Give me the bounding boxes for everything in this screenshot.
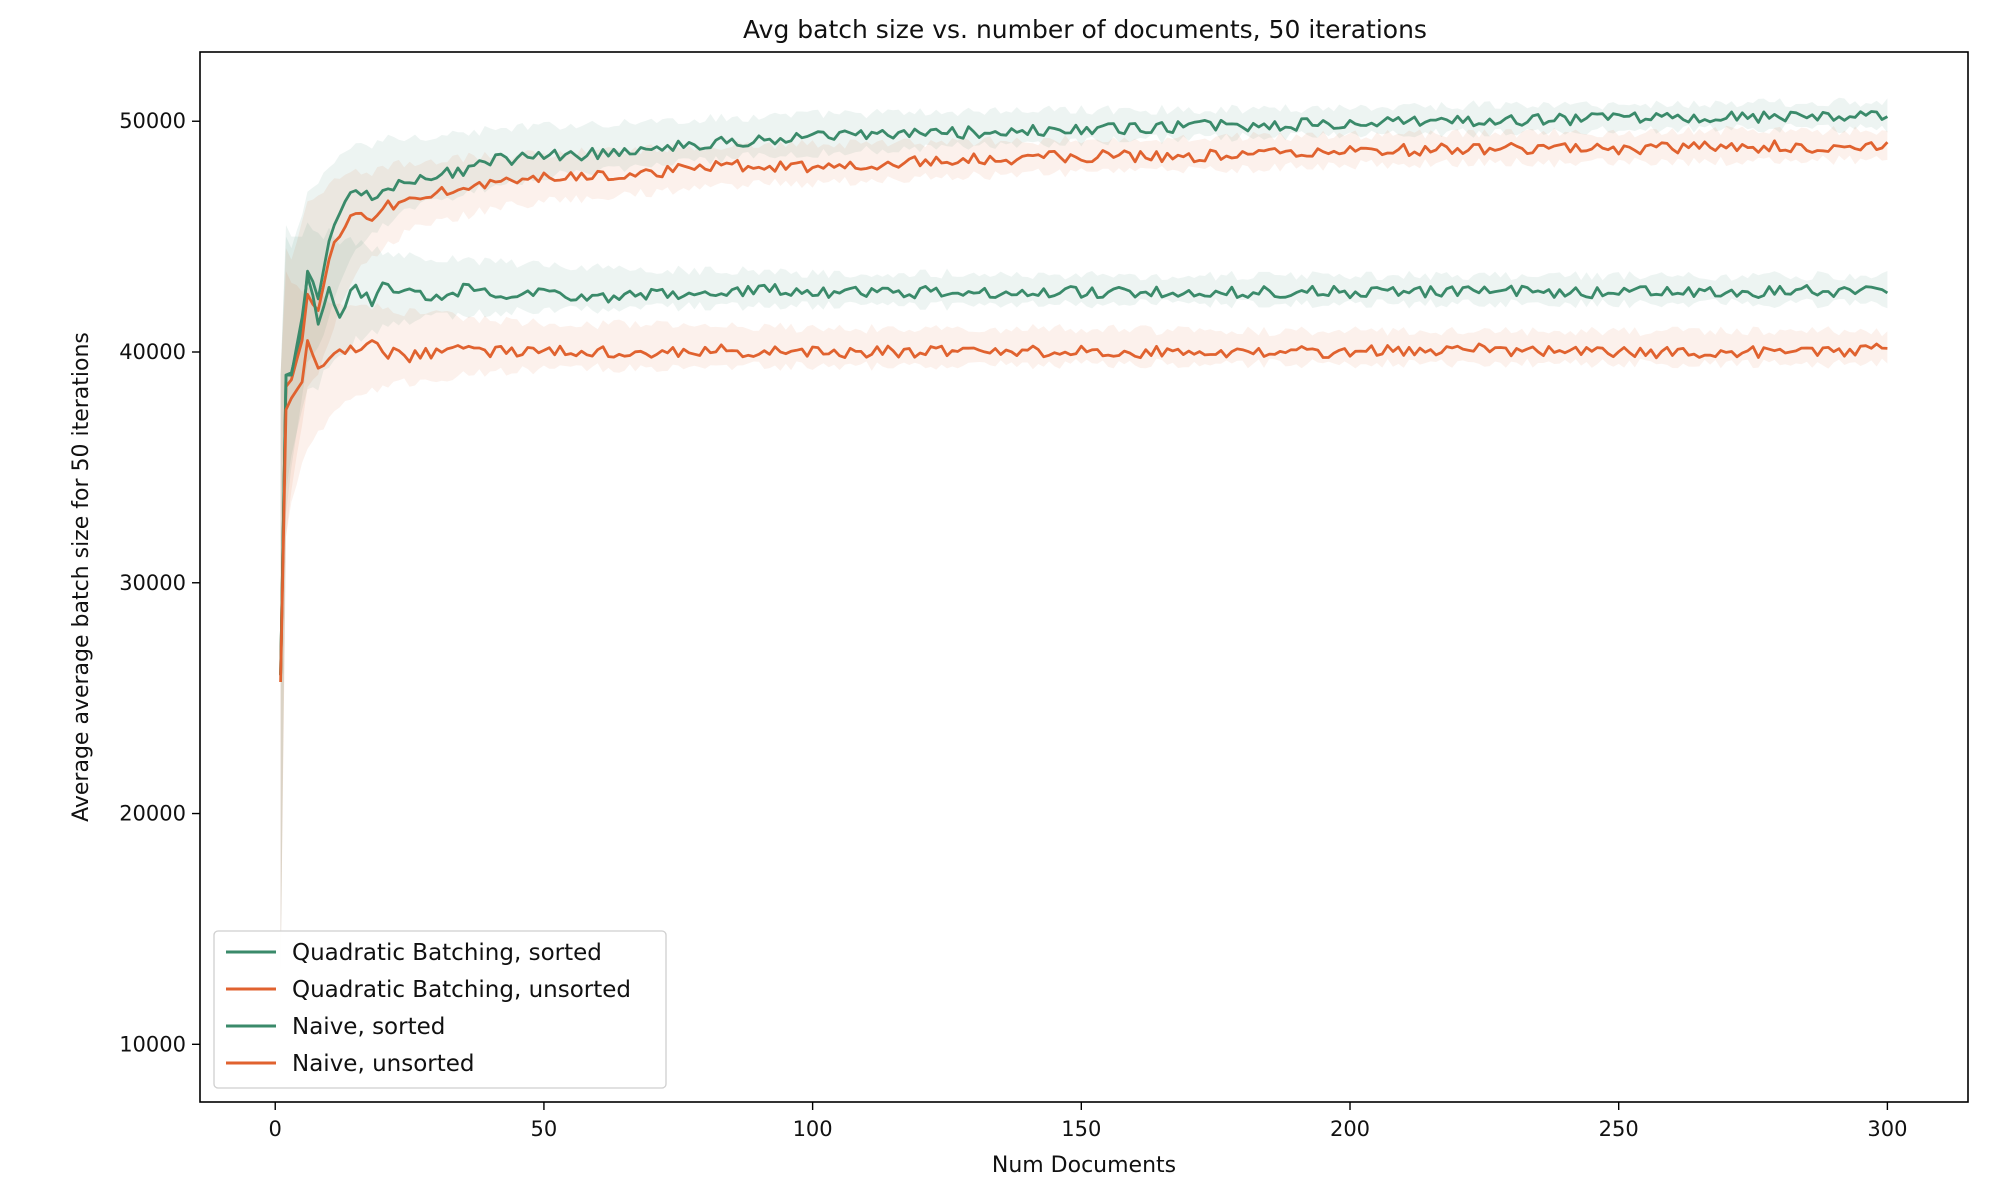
x-tick-label: 250	[1599, 1117, 1639, 1141]
y-tick-label: 40000	[119, 340, 186, 364]
legend-label-3: Naive, sorted	[292, 1014, 445, 1040]
legend-label-1: Quadratic Batching, sorted	[292, 940, 602, 966]
x-axis: 0 50 100 150 200 250 300	[269, 1102, 1907, 1141]
series-line-3	[279, 274, 1889, 676]
x-tick-label: 150	[1061, 1117, 1101, 1141]
x-tick-label: 100	[793, 1117, 833, 1141]
x-axis-label: Num Documents	[992, 1153, 1176, 1178]
confidence-band-2	[280, 125, 1888, 976]
y-tick-label: 30000	[119, 571, 186, 595]
chart-title: Avg batch size vs. number of documents, …	[743, 15, 1427, 44]
x-tick-label: 200	[1330, 1117, 1370, 1141]
series-line-2	[279, 139, 1889, 676]
y-tick-label: 10000	[119, 1032, 186, 1056]
y-tick-label: 50000	[119, 109, 186, 133]
legend-label-4: Naive, unsorted	[292, 1051, 475, 1077]
confidence-bands	[280, 97, 1888, 976]
series-line-4	[279, 339, 1888, 683]
confidence-band-1	[280, 97, 1888, 976]
y-axis: 10000 20000 30000 40000 50000	[119, 109, 200, 1056]
series-lines	[279, 110, 1889, 683]
x-tick-label: 0	[269, 1117, 282, 1141]
y-axis-label: Average average batch size for 50 iterat…	[69, 332, 94, 822]
plot-frame	[199, 51, 1969, 1103]
x-tick-label: 300	[1867, 1117, 1907, 1141]
x-tick-label: 50	[531, 1117, 558, 1141]
legend-box	[213, 930, 667, 1089]
confidence-band-4	[280, 271, 1888, 976]
y-tick-label: 20000	[119, 802, 186, 826]
legend: Quadratic Batching, sorted Quadratic Batc…	[213, 930, 667, 1089]
series-line-1	[279, 110, 1889, 676]
legend-label-2: Quadratic Batching, unsorted	[292, 977, 631, 1003]
